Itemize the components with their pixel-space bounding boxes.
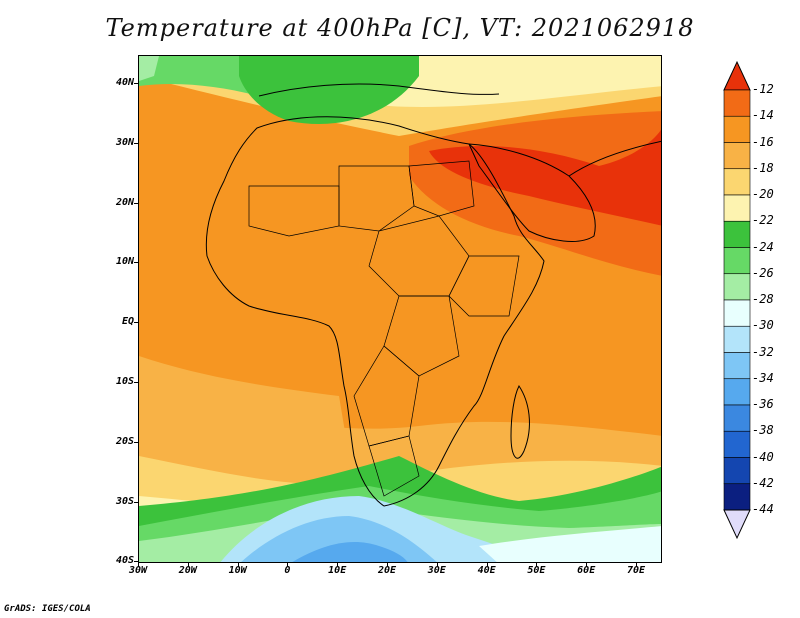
colorbar-label: -32 — [752, 344, 774, 359]
x-tick-label: 20E — [377, 565, 397, 576]
x-tick-label: 10E — [328, 565, 347, 576]
colorbar-bottom-triangle — [723, 509, 751, 540]
africa-coastline — [205, 116, 545, 507]
y-tick — [134, 501, 138, 503]
y-tick — [134, 202, 138, 204]
y-tick — [134, 142, 138, 144]
temperature-field — [139, 56, 661, 562]
colorbar-segment — [723, 142, 751, 170]
colorbar-label: -26 — [752, 265, 774, 280]
colorbar-segment — [723, 89, 751, 117]
asia-coastline — [568, 140, 661, 177]
y-tick-label: 20S — [115, 435, 134, 447]
colorbar-label: -18 — [752, 160, 774, 175]
colorbar-segment — [723, 457, 751, 485]
colorbar-segment — [723, 220, 751, 248]
x-tick — [436, 563, 438, 567]
x-tick-label: 70E — [626, 565, 646, 576]
x-tick — [536, 563, 538, 567]
y-tick — [134, 322, 138, 324]
x-tick — [387, 563, 388, 567]
colorbar-label: -12 — [752, 82, 774, 96]
y-tick — [134, 441, 138, 443]
y-tick-label: EQ — [121, 316, 134, 328]
x-tick — [636, 563, 637, 567]
colorbar-segment — [723, 483, 751, 511]
europe-coastline — [258, 83, 500, 97]
credit-text: GrADS: IGES/COLA — [4, 604, 91, 614]
madagascar-coastline — [510, 385, 530, 459]
colorbar-segment — [723, 273, 751, 301]
colorbar-segment — [723, 352, 751, 380]
border-5 — [383, 295, 460, 377]
field-corner-lightgreen — [139, 56, 159, 81]
colorbar-label: -34 — [752, 370, 774, 385]
colorbar-label: -28 — [752, 292, 774, 306]
x-tick-label: 60E — [577, 565, 596, 576]
field-med-green — [239, 56, 419, 124]
temperature-map — [138, 55, 662, 563]
colorbar-top-triangle — [723, 60, 751, 91]
colorbar-segment — [723, 299, 751, 327]
y-tick — [134, 83, 138, 84]
y-tick-label: 40N — [115, 77, 134, 88]
field-hottest-core — [429, 129, 661, 226]
colorbar-segment — [723, 247, 751, 275]
y-tick-label: 10N — [115, 256, 134, 268]
border-2 — [338, 165, 415, 232]
chart-title: Temperature at 400hPa [C], VT: 202106291… — [105, 14, 695, 42]
colorbar-label: -20 — [752, 187, 774, 201]
colorbar-label: -40 — [752, 449, 774, 464]
y-tick-label: 40S — [115, 555, 134, 567]
x-tick — [337, 563, 339, 567]
colorbar-segment — [723, 430, 751, 458]
y-tick — [134, 561, 138, 563]
colorbar-label: -36 — [752, 397, 774, 411]
border-7 — [368, 435, 420, 497]
colorbar-segment — [723, 168, 751, 196]
x-tick-label: 0 — [284, 565, 291, 576]
colorbar-label: -38 — [752, 423, 774, 438]
y-tick-label: 10S — [115, 376, 134, 387]
field-cold-4 — [479, 526, 661, 562]
y-tick-label: 20N — [115, 196, 134, 208]
colorbar-segment — [723, 378, 751, 406]
colorbar-label: -42 — [752, 475, 774, 490]
colorbar-label: -16 — [752, 134, 774, 149]
colorbar-segment — [723, 194, 751, 222]
field-cold-3 — [292, 542, 408, 562]
x-tick — [486, 563, 488, 567]
x-tick — [586, 563, 588, 567]
arabia-coastline — [468, 143, 596, 242]
y-tick-label: 30N — [115, 136, 134, 148]
x-tick-label: 30E — [427, 565, 446, 576]
x-tick-label: 20W — [178, 565, 197, 576]
border-3 — [408, 160, 475, 217]
colorbar-segment — [723, 404, 751, 432]
x-tick-label: 30W — [128, 565, 148, 576]
border-1 — [248, 185, 340, 237]
x-tick-label: 10W — [228, 565, 247, 576]
x-tick-label: 50E — [527, 565, 546, 576]
x-tick — [187, 563, 189, 567]
x-tick — [237, 563, 239, 567]
colorbar — [723, 60, 751, 540]
x-tick — [138, 563, 139, 567]
y-tick-label: 30S — [115, 495, 134, 507]
colorbar-segment — [723, 325, 751, 353]
colorbar-segment — [723, 115, 751, 143]
colorbar-label: -30 — [752, 318, 774, 333]
x-tick — [287, 563, 289, 567]
colorbar-label: -22 — [752, 213, 774, 228]
colorbar-label: -24 — [752, 239, 774, 254]
border-8 — [448, 255, 520, 317]
x-tick-label: 40E — [477, 565, 496, 576]
colorbar-label: -14 — [752, 108, 774, 123]
colorbar-label: -44 — [752, 502, 774, 516]
y-tick — [134, 382, 138, 383]
y-tick — [134, 262, 138, 264]
